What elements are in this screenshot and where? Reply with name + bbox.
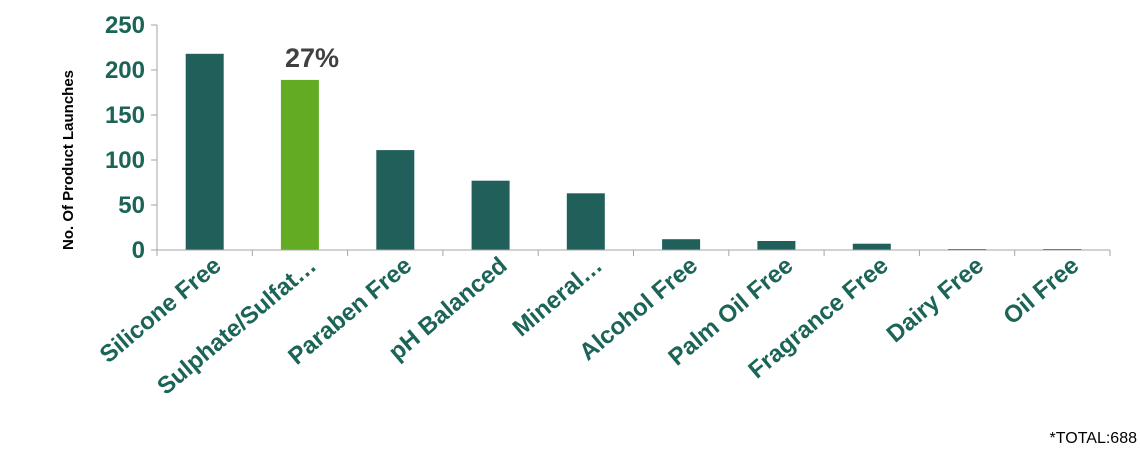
bar-0 bbox=[185, 53, 224, 250]
y-axis: 0 50 100 150 200 250 bbox=[105, 12, 158, 264]
y-tick-label: 0 bbox=[132, 237, 145, 264]
bar-2 bbox=[376, 150, 415, 250]
bar-7 bbox=[852, 243, 891, 250]
bars bbox=[185, 53, 1082, 251]
bar-5 bbox=[662, 239, 701, 250]
bar-annotation: 27% bbox=[285, 43, 339, 73]
x-tick-label: Sulphate/Sulfat… bbox=[152, 252, 322, 400]
bar-1 bbox=[280, 79, 319, 251]
y-tick-label: 150 bbox=[105, 102, 145, 129]
bar-3 bbox=[471, 180, 510, 250]
y-axis-label: No. Of Product Launches bbox=[60, 70, 77, 250]
x-tick-label: Mineral… bbox=[508, 252, 608, 342]
y-tick-label: 200 bbox=[105, 57, 145, 84]
x-tick-label: Dairy Free bbox=[882, 252, 989, 348]
bar-4 bbox=[566, 193, 605, 250]
x-tick-label: Oil Free bbox=[998, 252, 1084, 330]
y-tick-label: 50 bbox=[118, 192, 145, 219]
bar-6 bbox=[757, 241, 796, 250]
y-tick-label: 100 bbox=[105, 147, 145, 174]
footnote: *TOTAL:688 bbox=[1050, 430, 1138, 447]
y-tick-label: 250 bbox=[105, 12, 145, 39]
